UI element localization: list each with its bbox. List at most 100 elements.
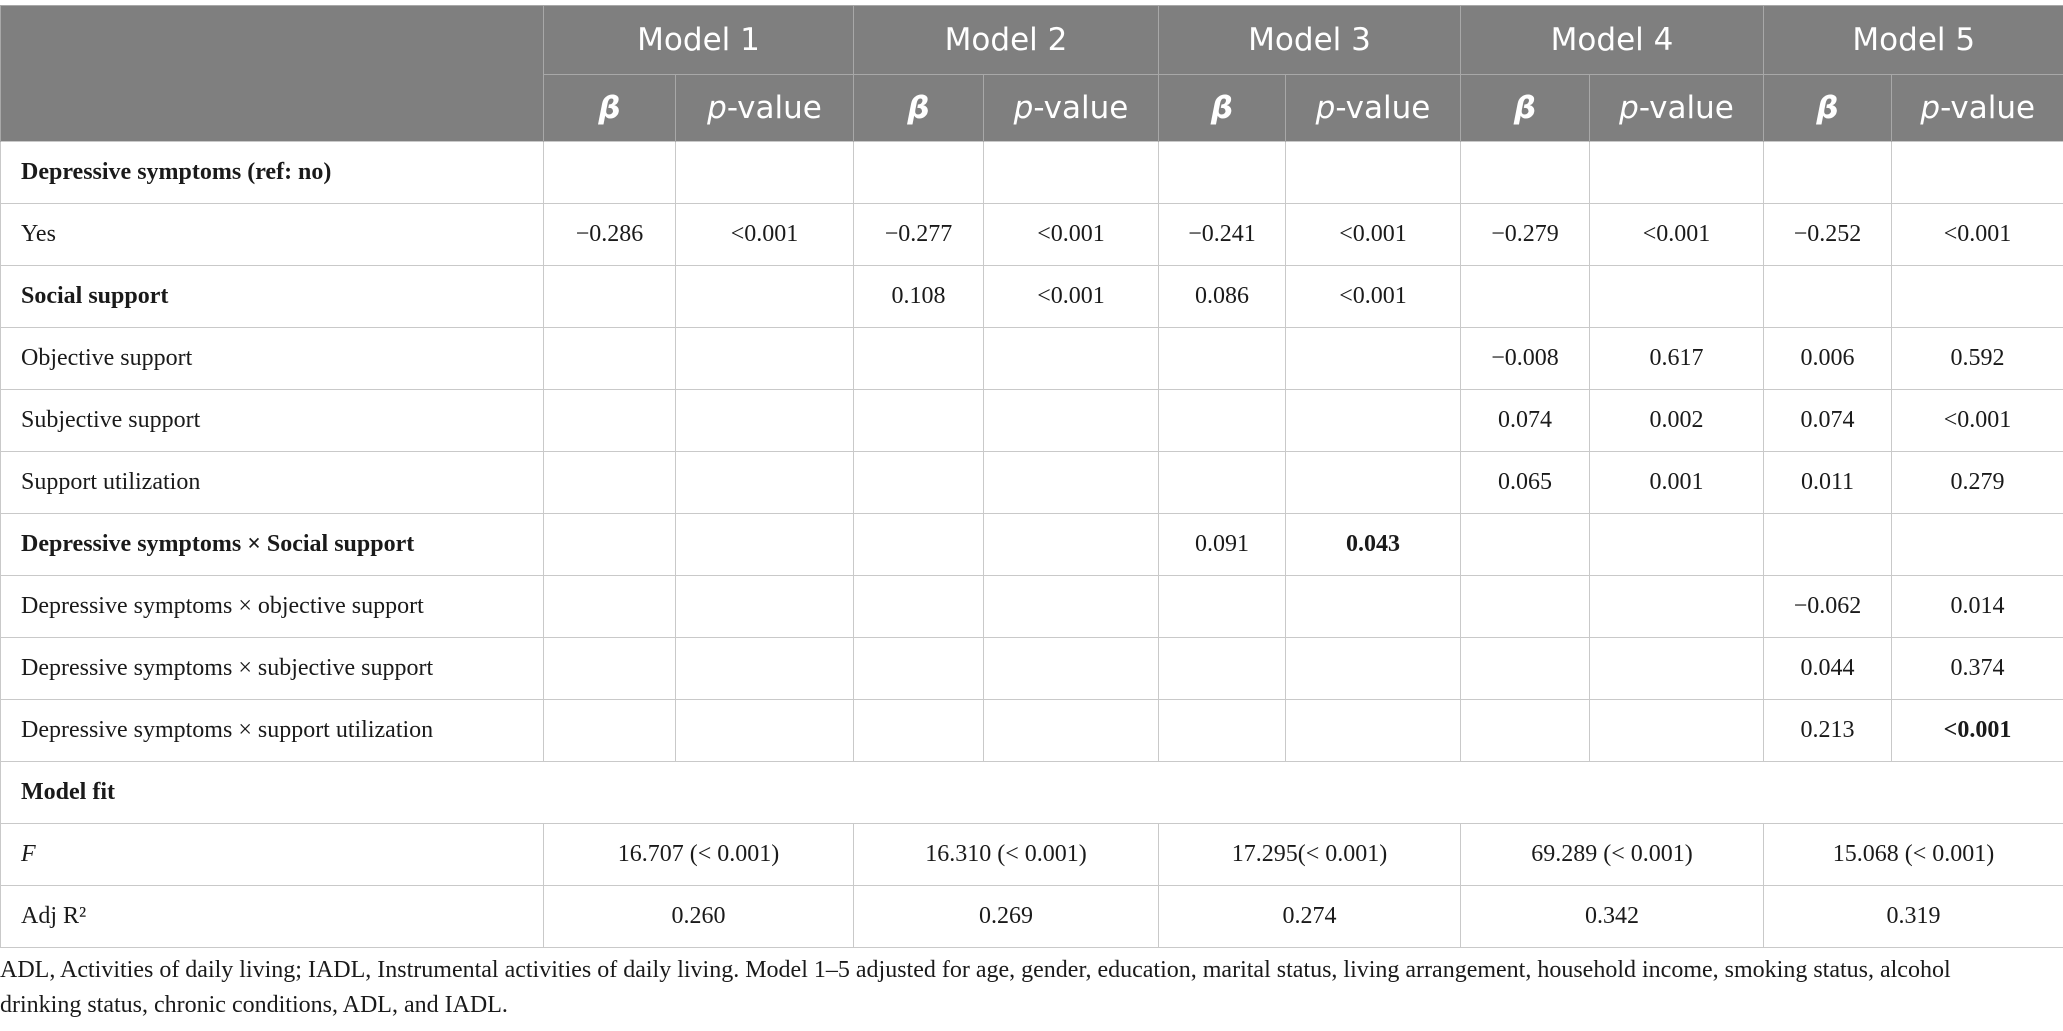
value-cell — [1285, 389, 1461, 452]
value-cell: <0.001 — [983, 265, 1159, 328]
model-header: Model 4 — [1460, 5, 1764, 75]
value-cell — [983, 451, 1159, 514]
cell-text: 0.002 — [1649, 407, 1704, 433]
value-cell — [983, 327, 1159, 390]
model-header: Model 5 — [1763, 5, 2063, 75]
fit-cell: 16.707 (< 0.001) — [543, 823, 854, 886]
cell-text: 0.279 — [1950, 469, 2005, 495]
cell-text: <0.001 — [1037, 221, 1105, 247]
value-cell — [1460, 637, 1590, 700]
value-cell — [983, 513, 1159, 576]
value-cell: 0.044 — [1763, 637, 1892, 700]
row-label: F — [0, 823, 544, 886]
value-cell — [1158, 141, 1286, 204]
cell-text: 0.086 — [1195, 283, 1249, 309]
footnote: ADL, Activities of daily living; IADL, I… — [0, 957, 1951, 1018]
fit-cell: 0.260 — [543, 885, 854, 948]
value-cell: 0.213 — [1763, 699, 1892, 762]
row-label: Support utilization — [0, 451, 544, 514]
value-cell: 0.086 — [1158, 265, 1286, 328]
value-cell: −0.277 — [853, 203, 984, 266]
value-cell: −0.279 — [1460, 203, 1590, 266]
table-row: Model fit — [0, 761, 2063, 824]
table-header: Model 1 Model 2 Model 3 Model 4 Model 5 β p-va… — [0, 5, 2063, 142]
value-cell — [1285, 451, 1461, 514]
row-label-text: Depressive symptoms × support utilizatio… — [21, 717, 434, 743]
row-label-text: Adj R² — [21, 903, 87, 929]
value-cell — [1158, 575, 1286, 638]
table-row: Adj R² 0.260 0.269 0.274 0.342 0.319 — [0, 885, 2063, 948]
value-cell — [1285, 699, 1461, 762]
p-value-header: p-value — [1589, 74, 1764, 142]
value-cell — [1460, 141, 1590, 204]
cell-text: 0.074 — [1498, 407, 1552, 433]
value-cell — [543, 451, 676, 514]
row-label: Depressive symptoms × support utilizatio… — [0, 699, 544, 762]
value-cell: 0.065 — [1460, 451, 1590, 514]
value-cell — [1285, 327, 1461, 390]
value-cell — [1158, 699, 1286, 762]
value-cell: <0.001 — [1891, 203, 2063, 266]
value-cell — [853, 389, 984, 452]
value-cell: <0.001 — [675, 203, 854, 266]
table-row: Depressive symptoms × subjective support… — [0, 637, 2063, 700]
subheader-text: p-value — [707, 90, 822, 126]
subheader-row: β p-value β p-value β p-value β p-value β p-value — [1, 74, 2063, 142]
row-label: Depressive symptoms × objective support — [0, 575, 544, 638]
value-cell — [1763, 265, 1892, 328]
model-header: Model 3 — [1158, 5, 1461, 75]
value-cell: 0.074 — [1460, 389, 1590, 452]
fit-cell: 0.319 — [1763, 885, 2063, 948]
subheader-text: β — [907, 90, 930, 126]
value-cell: <0.001 — [983, 203, 1159, 266]
value-cell — [543, 637, 676, 700]
fit-cell: 17.295(< 0.001) — [1158, 823, 1461, 886]
value-cell — [853, 699, 984, 762]
value-cell: 0.108 — [853, 265, 984, 328]
value-cell — [1460, 265, 1590, 328]
value-cell — [1158, 637, 1286, 700]
value-cell: 0.006 — [1763, 327, 1892, 390]
value-cell — [1589, 141, 1764, 204]
value-cell — [1589, 637, 1764, 700]
value-cell — [1891, 141, 2063, 204]
value-cell — [1460, 699, 1590, 762]
value-cell: 0.091 — [1158, 513, 1286, 576]
value-cell: −0.252 — [1763, 203, 1892, 266]
row-label-text: Subjective support — [21, 407, 201, 433]
beta-header: β — [1460, 74, 1590, 142]
row-label-text: Depressive symptoms × subjective support — [21, 655, 434, 681]
cell-text: 0.091 — [1195, 531, 1249, 557]
value-cell — [1891, 265, 2063, 328]
row-label-text: Depressive symptoms (ref: no) — [21, 159, 332, 185]
value-cell — [1589, 265, 1764, 328]
value-cell — [1460, 513, 1590, 576]
cell-text: 0.011 — [1800, 469, 1855, 495]
cell-text: 0.617 — [1649, 345, 1704, 371]
value-cell — [1285, 637, 1461, 700]
row-label: Depressive symptoms × Social support — [0, 513, 544, 576]
beta-header: β — [543, 74, 676, 142]
cell-text: <0.001 — [1943, 407, 2012, 433]
value-cell — [675, 327, 854, 390]
value-cell — [1158, 451, 1286, 514]
p-value-header: p-value — [675, 74, 854, 142]
fit-cell: 15.068 (< 0.001) — [1763, 823, 2063, 886]
table-row: Depressive symptoms (ref: no) — [0, 141, 2063, 204]
row-label-text: F — [21, 841, 36, 867]
value-cell — [543, 575, 676, 638]
cell-text: 0.001 — [1649, 469, 1704, 495]
subheader-text: p-value — [1315, 90, 1431, 126]
row-label-text: Social support — [21, 283, 169, 309]
cell-text: −0.241 — [1188, 221, 1256, 247]
subheader-text: β — [1816, 90, 1839, 126]
value-cell — [675, 265, 854, 328]
value-cell — [675, 389, 854, 452]
value-cell — [1589, 575, 1764, 638]
value-cell — [853, 451, 984, 514]
cell-text: <0.001 — [1339, 283, 1407, 309]
value-cell: 0.279 — [1891, 451, 2063, 514]
value-cell — [543, 265, 676, 328]
value-cell — [543, 513, 676, 576]
